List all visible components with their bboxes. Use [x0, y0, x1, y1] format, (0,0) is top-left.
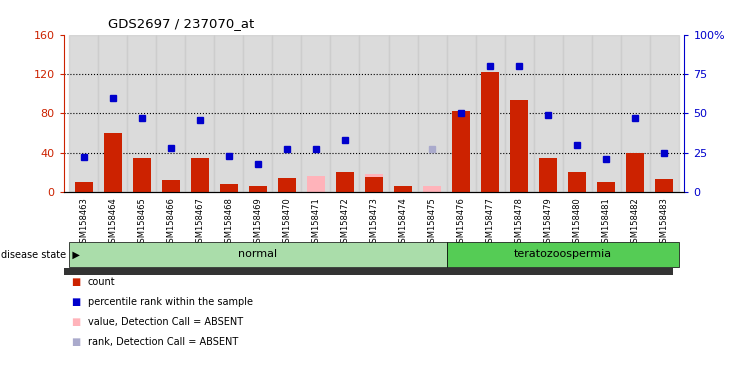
Bar	[307, 176, 325, 192]
Bar	[249, 186, 266, 192]
Text: GDS2697 / 237070_at: GDS2697 / 237070_at	[108, 17, 255, 30]
Text: teratozoospermia: teratozoospermia	[514, 249, 612, 260]
Bar	[220, 184, 238, 192]
Bar	[568, 172, 586, 192]
Text: ■: ■	[71, 317, 80, 327]
Text: ■: ■	[71, 297, 80, 307]
Bar	[278, 178, 295, 192]
Bar	[621, 35, 649, 192]
Bar	[447, 35, 476, 192]
Bar	[388, 35, 417, 192]
Bar	[272, 35, 301, 192]
Bar	[76, 182, 93, 192]
Text: disease state  ▶: disease state ▶	[1, 249, 79, 260]
Text: rank, Detection Call = ABSENT: rank, Detection Call = ABSENT	[88, 337, 238, 347]
Text: count: count	[88, 277, 115, 287]
Bar	[99, 35, 127, 192]
Bar	[510, 101, 528, 192]
Bar	[655, 179, 672, 192]
Bar	[215, 35, 243, 192]
Bar	[104, 133, 122, 192]
Bar	[365, 177, 383, 192]
Bar	[562, 35, 592, 192]
Bar	[162, 180, 180, 192]
Bar	[417, 35, 447, 192]
Bar	[133, 157, 150, 192]
Bar	[186, 35, 215, 192]
Text: value, Detection Call = ABSENT: value, Detection Call = ABSENT	[88, 317, 242, 327]
Bar	[70, 35, 99, 192]
Bar	[447, 242, 678, 267]
Bar	[70, 242, 447, 267]
Bar	[156, 35, 186, 192]
Bar	[331, 35, 360, 192]
Bar	[360, 35, 388, 192]
Bar	[539, 157, 557, 192]
Bar	[301, 35, 331, 192]
Text: ■: ■	[71, 337, 80, 347]
Bar	[592, 35, 621, 192]
Bar	[482, 72, 499, 192]
Bar	[476, 35, 505, 192]
Bar	[505, 35, 533, 192]
Bar	[626, 153, 644, 192]
Bar	[533, 35, 562, 192]
Bar	[243, 35, 272, 192]
Bar	[598, 182, 615, 192]
Bar	[649, 35, 678, 192]
Bar	[394, 186, 411, 192]
Bar	[127, 35, 156, 192]
Bar	[423, 186, 441, 192]
Text: ■: ■	[71, 277, 80, 287]
Bar	[365, 174, 383, 192]
Bar	[337, 172, 354, 192]
Bar	[191, 157, 209, 192]
Text: normal: normal	[239, 249, 278, 260]
Text: percentile rank within the sample: percentile rank within the sample	[88, 297, 253, 307]
Bar	[453, 111, 470, 192]
